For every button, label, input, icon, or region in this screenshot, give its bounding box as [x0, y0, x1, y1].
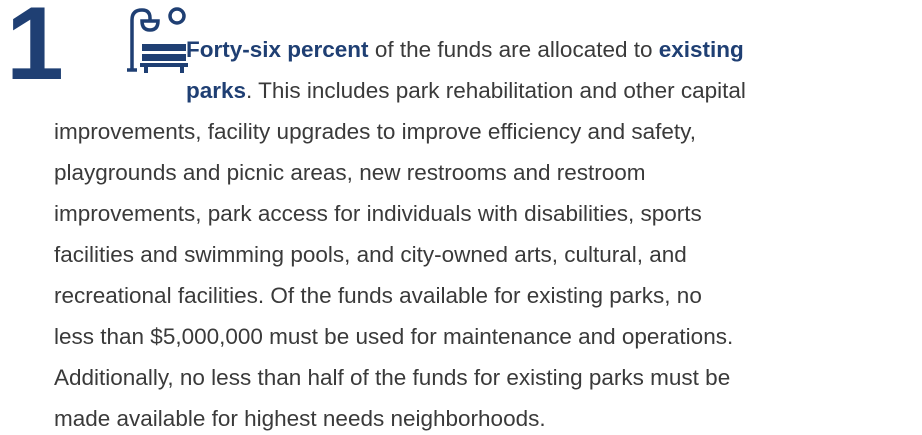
text-line: made available for highest needs neighbo…	[54, 404, 546, 434]
text-line: less than $5,000,000 must be used for ma…	[54, 322, 733, 352]
text: improvements, facility upgrades to impro…	[54, 119, 696, 144]
text-line: improvements, park access for individual…	[54, 199, 702, 229]
bold-text: parks	[186, 78, 247, 103]
text-line: Forty-six percent of the funds are alloc…	[186, 35, 744, 65]
text: made available for highest needs neighbo…	[54, 406, 546, 431]
park-icon	[127, 7, 188, 73]
text-line: parks. This includes park rehabilitation…	[186, 76, 746, 106]
text-line: Additionally, no less than half of the f…	[54, 363, 730, 393]
bold-text: existing	[658, 37, 744, 62]
text: Additionally, no less than half of the f…	[54, 365, 731, 390]
bold-text: Forty-six percent	[186, 37, 369, 62]
text: facilities and swimming pools, and city-…	[54, 242, 687, 267]
text: of the funds are allocated to	[368, 37, 659, 62]
text: . This includes park rehabilitation and …	[246, 78, 746, 103]
text-line: recreational facilities. Of the funds av…	[54, 281, 702, 311]
item-number: 1	[6, 0, 64, 102]
text: improvements, park access for individual…	[54, 201, 702, 226]
text: recreational facilities. Of the funds av…	[54, 283, 702, 308]
text: playgrounds and picnic areas, new restro…	[54, 160, 646, 185]
text-line: playgrounds and picnic areas, new restro…	[54, 158, 646, 188]
text-line: facilities and swimming pools, and city-…	[54, 240, 687, 270]
text: less than $5,000,000 must be used for ma…	[54, 324, 734, 349]
text-line: improvements, facility upgrades to impro…	[54, 117, 696, 147]
